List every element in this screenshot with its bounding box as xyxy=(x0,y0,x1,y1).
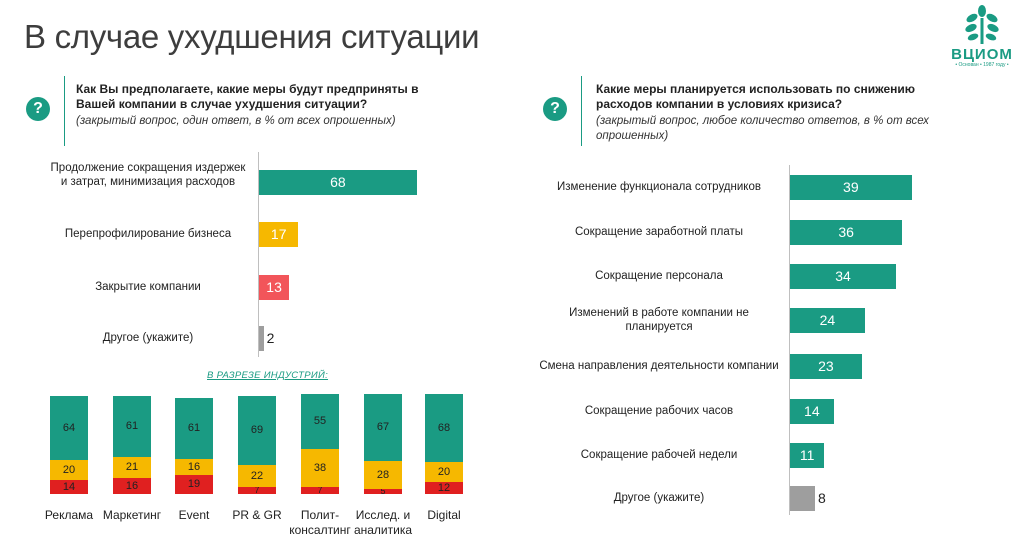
stacked-segment: 55 xyxy=(301,394,339,449)
bar-value-label: 2 xyxy=(266,329,275,346)
bar-value-label: 23 xyxy=(790,353,862,379)
stacked-segment: 14 xyxy=(50,480,88,494)
stacked-segment: 20 xyxy=(50,460,88,480)
column-category-label: Реклама xyxy=(44,508,94,522)
stacked-segment: 68 xyxy=(425,394,463,462)
bar-category-label: Сокращение персонала xyxy=(595,270,723,282)
bar-category-label: Смена направления деятельности компании xyxy=(539,360,779,372)
bar-value-label: 34 xyxy=(790,263,897,289)
stacked-segment: 69 xyxy=(238,396,276,465)
stacked-segment: 7 xyxy=(238,486,276,495)
industries-title: В РАЗРЕЗЕ ИНДУСТРИЙ: xyxy=(207,370,329,381)
right-question: Какие меры планируется использовать по с… xyxy=(596,82,956,144)
bar-category-label: Продолжение сокращения издержек и затрат… xyxy=(50,162,246,188)
stacked-segment: 21 xyxy=(113,457,151,478)
column-category-label: Маркетинг xyxy=(102,508,162,522)
bar xyxy=(259,325,264,351)
bar-category-label: Другое (укажите) xyxy=(613,492,705,504)
question-bracket xyxy=(581,76,589,146)
bar-category-label: Сокращение рабочей недели xyxy=(580,449,738,461)
stacked-segment: 16 xyxy=(175,459,213,475)
bar-value-label: 11 xyxy=(790,442,825,468)
stacked-segment: 7 xyxy=(301,486,339,495)
stacked-segment: 12 xyxy=(425,482,463,494)
column-category-label: PR & GR xyxy=(232,508,282,522)
left-question-text: Как Вы предполагаете, какие меры будут п… xyxy=(76,82,419,111)
question-bracket xyxy=(64,76,72,146)
column-category-label: Digital xyxy=(427,508,461,522)
bar-category-label: Изменение функционала сотрудников xyxy=(557,181,761,193)
bar-category-label: Изменений в работе компании не планирует… xyxy=(569,307,749,333)
stacked-segment: 61 xyxy=(175,398,213,459)
stacked-segment: 38 xyxy=(301,449,339,487)
bar-category-label: Перепрофилирование бизнеса xyxy=(64,228,232,240)
bar-value-label: 13 xyxy=(259,274,290,300)
left-question: Как Вы предполагаете, какие меры будут п… xyxy=(76,82,456,129)
column-category-label: Event xyxy=(178,508,210,522)
bar-value-label: 14 xyxy=(790,398,834,424)
vciom-logo: ВЦИОМ • Основан • 1987 году • xyxy=(942,4,1022,68)
stacked-segment: 5 xyxy=(364,487,402,496)
bar xyxy=(790,485,815,511)
axis-line xyxy=(789,165,790,515)
stacked-segment: 22 xyxy=(238,465,276,487)
column-category-label: Полит-консалтинг xyxy=(289,508,351,537)
bar-value-label: 24 xyxy=(790,307,865,333)
bar-category-label: Сокращение рабочих часов xyxy=(584,405,734,417)
bar-category-label: Закрытие компании xyxy=(95,281,201,293)
page-title: В случае ухудшения ситуации xyxy=(24,18,480,55)
right-question-note: (закрытый вопрос, любое количество ответ… xyxy=(596,115,929,142)
bar-value-label: 39 xyxy=(790,174,912,200)
bar-value-label: 17 xyxy=(259,221,299,247)
stacked-segment: 20 xyxy=(425,462,463,482)
logo-name: ВЦИОМ xyxy=(951,46,1013,63)
right-question-text: Какие меры планируется использовать по с… xyxy=(596,82,916,111)
bar-value-label: 68 xyxy=(259,169,417,195)
left-question-note: (закрытый вопрос, один ответ, в % от все… xyxy=(76,115,396,127)
question-icon: ? xyxy=(543,97,567,121)
bar-value-label: 36 xyxy=(790,219,903,245)
stacked-segment: 61 xyxy=(113,396,151,457)
bar-category-label: Сокращение заработной платы xyxy=(574,226,744,238)
stacked-segment: 19 xyxy=(175,475,213,494)
column-category-label: Исслед. и аналитика xyxy=(353,508,413,537)
axis-line xyxy=(258,152,259,357)
stacked-segment: 64 xyxy=(50,396,88,460)
question-icon: ? xyxy=(26,97,50,121)
stacked-segment: 16 xyxy=(113,478,151,494)
tree-icon xyxy=(965,5,999,44)
bar-category-label: Другое (укажите) xyxy=(102,332,194,344)
stacked-segment: 67 xyxy=(364,394,402,461)
bar-value-label: 8 xyxy=(817,489,826,506)
logo-tagline: • Основан • 1987 году • xyxy=(955,62,1009,68)
stacked-segment: 28 xyxy=(364,461,402,489)
